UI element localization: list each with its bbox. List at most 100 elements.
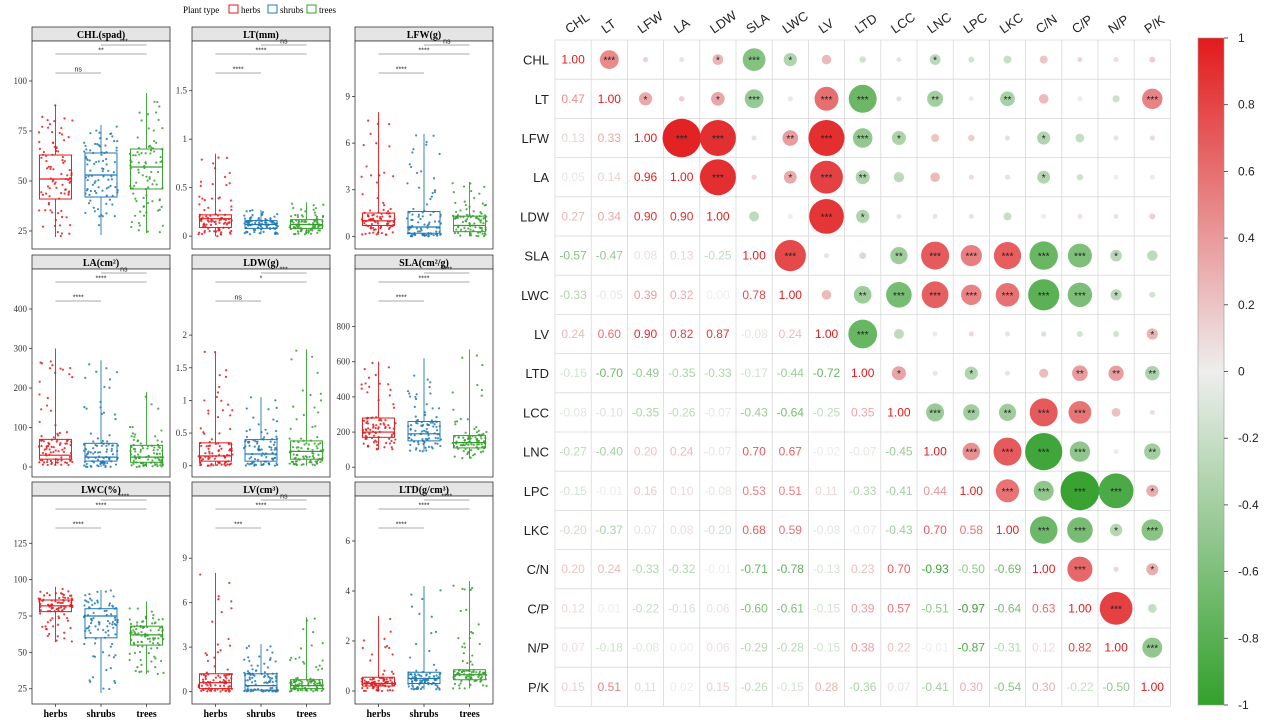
jitter-point	[63, 447, 66, 450]
jitter-point	[438, 152, 441, 156]
jitter-point	[62, 161, 65, 164]
jitter-point	[155, 183, 158, 186]
coef-circle	[808, 120, 845, 156]
jitter-point	[200, 684, 204, 687]
jitter-point	[115, 146, 118, 149]
jitter-point	[321, 215, 324, 219]
coef-circle	[1076, 174, 1084, 181]
coef-circle	[891, 366, 906, 381]
jitter-point	[297, 232, 300, 235]
jitter-point	[457, 436, 460, 439]
jitter-point	[148, 177, 151, 180]
jitter-point	[138, 224, 141, 227]
jitter-point	[302, 455, 305, 458]
box-trees	[451, 181, 488, 238]
jitter-point	[93, 655, 97, 658]
facet-title: LT(mm)	[243, 30, 279, 41]
jitter-point	[155, 161, 158, 164]
jitter-point	[209, 683, 212, 686]
y-tick-label: 0.5	[176, 183, 188, 193]
jitter-point	[299, 229, 302, 233]
jitter-point	[102, 411, 106, 414]
jitter-point	[469, 588, 472, 591]
jitter-point	[51, 130, 54, 134]
jitter-point	[68, 455, 72, 459]
jitter-point	[132, 438, 136, 442]
jitter-point	[320, 689, 323, 692]
coef-value: -0.60	[740, 601, 768, 615]
jitter-point	[68, 232, 71, 235]
jitter-point	[375, 447, 378, 450]
coef-circle	[1113, 57, 1119, 63]
jitter-point	[421, 234, 425, 237]
coef-circle	[962, 442, 981, 461]
x-tick-label: trees	[136, 709, 156, 720]
jitter-point	[83, 406, 86, 409]
jitter-point	[288, 462, 291, 465]
y-tick-label: 50	[18, 176, 28, 186]
jitter-point	[41, 451, 45, 455]
jitter-point	[265, 681, 268, 684]
jitter-point	[302, 660, 305, 664]
jitter-point	[43, 448, 46, 451]
jitter-point	[109, 589, 112, 592]
jitter-point	[374, 439, 377, 442]
coef-value: 0.33	[598, 131, 622, 145]
diag-value: 1.00	[598, 92, 622, 106]
sig-label: ***	[280, 267, 288, 274]
jitter-point	[419, 217, 422, 221]
coef-circle	[963, 404, 980, 421]
jitter-point	[432, 234, 435, 237]
jitter-point	[289, 427, 292, 430]
jitter-point	[136, 645, 140, 648]
jitter-point	[414, 448, 418, 451]
jitter-point	[364, 232, 367, 235]
col-label: LCC	[888, 9, 918, 36]
sig-label: ****	[256, 48, 267, 55]
jitter-point	[292, 462, 295, 465]
row-label: C/N	[527, 562, 549, 577]
jitter-point	[431, 447, 434, 450]
jitter-point	[110, 178, 114, 181]
coef-circle	[1067, 517, 1093, 543]
box-iqr	[290, 679, 324, 690]
jitter-point	[200, 219, 203, 222]
jitter-point	[430, 615, 433, 618]
coef-value: 0.23	[851, 562, 875, 576]
jitter-point	[383, 669, 386, 672]
jitter-point	[63, 631, 66, 634]
jitter-point	[425, 673, 428, 676]
jitter-point	[301, 689, 304, 692]
jitter-point	[86, 178, 89, 182]
jitter-point	[270, 677, 274, 680]
coef-circle	[1149, 409, 1155, 415]
jitter-point	[412, 148, 415, 151]
box-shrubs	[83, 360, 120, 469]
box-iqr	[198, 673, 232, 690]
col-label: P/K	[1141, 12, 1167, 36]
jitter-point	[423, 680, 427, 684]
jitter-point	[459, 417, 462, 421]
jitter-point	[41, 115, 44, 118]
jitter-point	[307, 443, 310, 446]
jitter-point	[304, 210, 307, 213]
jitter-point	[156, 100, 159, 104]
jitter-point	[369, 132, 372, 135]
jitter-point	[245, 690, 248, 693]
sig-label: ns	[443, 39, 451, 46]
col-label: LV	[816, 15, 837, 36]
jitter-point	[471, 632, 474, 635]
row-label: LTD	[525, 366, 549, 381]
jitter-point	[41, 193, 45, 196]
jitter-point	[272, 458, 275, 461]
jitter-point	[478, 670, 482, 673]
y-tick-label: 200	[14, 383, 28, 393]
jitter-point	[459, 234, 462, 237]
jitter-point	[225, 156, 229, 159]
jitter-point	[469, 228, 472, 231]
diag-value: 1.00	[923, 445, 947, 459]
jitter-point	[96, 601, 99, 604]
jitter-point	[67, 193, 70, 196]
jitter-point	[436, 684, 439, 687]
jitter-point	[270, 446, 273, 449]
